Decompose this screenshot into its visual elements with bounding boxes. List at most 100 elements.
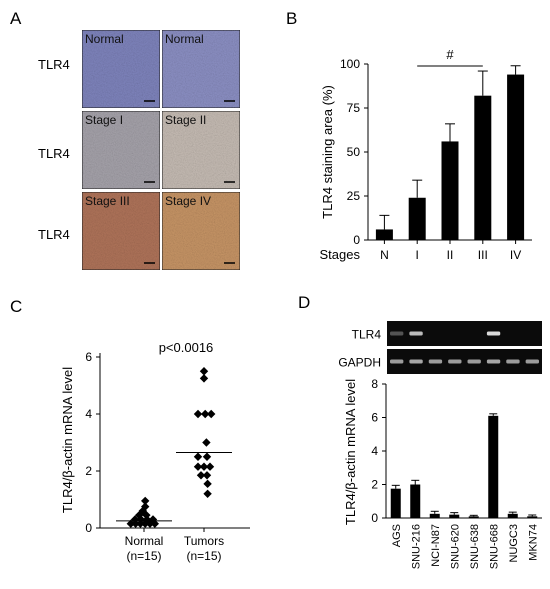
data-point-Normal (148, 515, 158, 524)
bar-SNU-620 (449, 514, 460, 518)
row-label-3: TLR4 (38, 227, 70, 242)
x-tick-label: SNU-668 (488, 524, 500, 569)
data-point-Tumors (201, 409, 210, 419)
bar-II (441, 141, 459, 240)
x-tick-label: IV (510, 248, 521, 262)
y-tick-label: 50 (347, 145, 361, 159)
y-tick-label: 6 (371, 411, 378, 425)
gel-row-label: TLR4 (352, 328, 382, 342)
data-point-Normal (141, 496, 150, 506)
bar-AGS (390, 488, 401, 518)
micrograph-tile-5 (81, 191, 161, 271)
gel-band (525, 359, 539, 364)
p-value-annotation: p<0.0016 (159, 340, 214, 355)
x-tick-label: NCI-N87 (430, 524, 442, 567)
data-point-Normal (145, 519, 155, 528)
panel-letter-b: B (286, 9, 297, 28)
bar-III (474, 95, 492, 241)
y-axis-label: TLR4/β-actin mRNA level (343, 379, 358, 525)
x-tick-label: II (447, 248, 454, 262)
micrograph-tile-1 (81, 29, 161, 109)
bar-MKN74 (527, 516, 538, 518)
gel-band (467, 359, 481, 364)
gel-band (409, 331, 423, 336)
tile-label: Normal (165, 32, 204, 46)
data-point-Tumors (203, 479, 212, 489)
y-tick-label: 4 (371, 444, 378, 458)
gel-band (409, 359, 423, 364)
x-tick-label: N (380, 248, 389, 262)
y-tick-label: 2 (371, 478, 378, 492)
bar-N (375, 229, 393, 240)
x-tick-label: AGS (391, 524, 403, 547)
x-tick-label: I (416, 248, 419, 262)
data-point-Tumors (205, 462, 215, 471)
data-point-Normal (141, 502, 150, 511)
y-axis-label: TLR4/β-actin mRNA level (60, 367, 75, 513)
gel-band (506, 359, 520, 364)
data-point-Tumors (199, 367, 209, 376)
panel-letter-c: C (10, 297, 22, 316)
gel-band (390, 331, 404, 336)
tile-label: Stage IV (165, 194, 211, 208)
data-point-Normal (130, 515, 140, 524)
data-point-Tumors (207, 409, 216, 419)
data-point-Tumors (203, 489, 212, 498)
data-point-Normal (136, 515, 146, 524)
y-axis-label: TLR4 staining area (%) (320, 85, 335, 219)
y-tick-label: 75 (347, 101, 361, 115)
y-tick-label: 2 (85, 464, 92, 478)
panel-letter-d: D (298, 293, 310, 312)
micrograph-tile-3 (81, 110, 161, 190)
bar-SNU-668 (488, 415, 499, 518)
tile-label: Stage I (85, 113, 123, 127)
x-tick-label: Normal (125, 534, 164, 548)
x-tick-label: SNU-638 (469, 524, 481, 569)
y-tick-label: 25 (347, 189, 361, 203)
tile-label: Normal (85, 32, 124, 46)
y-tick-label: 100 (340, 57, 360, 71)
data-point-Normal (126, 519, 135, 528)
micrograph-tile-6 (161, 191, 241, 271)
x-tick-sublabel: (n=15) (126, 549, 161, 563)
y-tick-label: 6 (85, 350, 92, 364)
row-label-1: TLR4 (38, 57, 70, 72)
bar-NCI-N87 (429, 513, 440, 518)
x-tick-label: SNU-216 (410, 524, 422, 569)
y-tick-label: 0 (371, 511, 378, 525)
data-point-Normal (142, 515, 152, 524)
y-tick-label: 4 (85, 407, 92, 421)
gel-band (486, 331, 501, 336)
data-point-Normal (138, 506, 147, 516)
bar-IV (507, 74, 525, 240)
panel-d-bar-chart: 0 2 4 6 8 TLR4/β-actin mRNA level AGS SNU-216 NC… (343, 377, 542, 569)
data-point-Tumors (202, 438, 211, 447)
data-point-Tumors (193, 409, 203, 419)
gel-band (428, 359, 443, 364)
x-tick-label: MKN74 (527, 524, 539, 561)
category-axis-label: Stages (320, 247, 361, 262)
data-point-Tumors (193, 452, 203, 461)
panel-a-micrographs: TLR4 TLR4 TLR4 Normal Normal Stage I Stage … (38, 29, 241, 271)
bar-NUGC3 (507, 513, 518, 518)
x-tick-sublabel: (n=15) (186, 549, 221, 563)
bar-SNU-216 (410, 484, 421, 518)
data-point-Tumors (199, 374, 209, 383)
data-point-Tumors (199, 462, 209, 471)
bar-I (408, 197, 426, 240)
panel-d-gel-image: TLR4 GAPDH (338, 321, 542, 374)
data-point-Tumors (202, 471, 212, 480)
x-tick-label: NUGC3 (508, 524, 520, 563)
gel-row-label: GAPDH (338, 356, 381, 370)
x-tick-label: SNU-620 (449, 524, 461, 569)
micrograph-tile-2 (161, 29, 241, 109)
panel-letter-a: A (10, 9, 22, 28)
micrograph-tile-4 (161, 110, 241, 190)
x-tick-label: III (478, 248, 488, 262)
tile-label: Stage II (165, 113, 206, 127)
gel-band (448, 359, 462, 364)
gel-band (486, 359, 501, 364)
y-tick-label: 0 (85, 521, 92, 535)
